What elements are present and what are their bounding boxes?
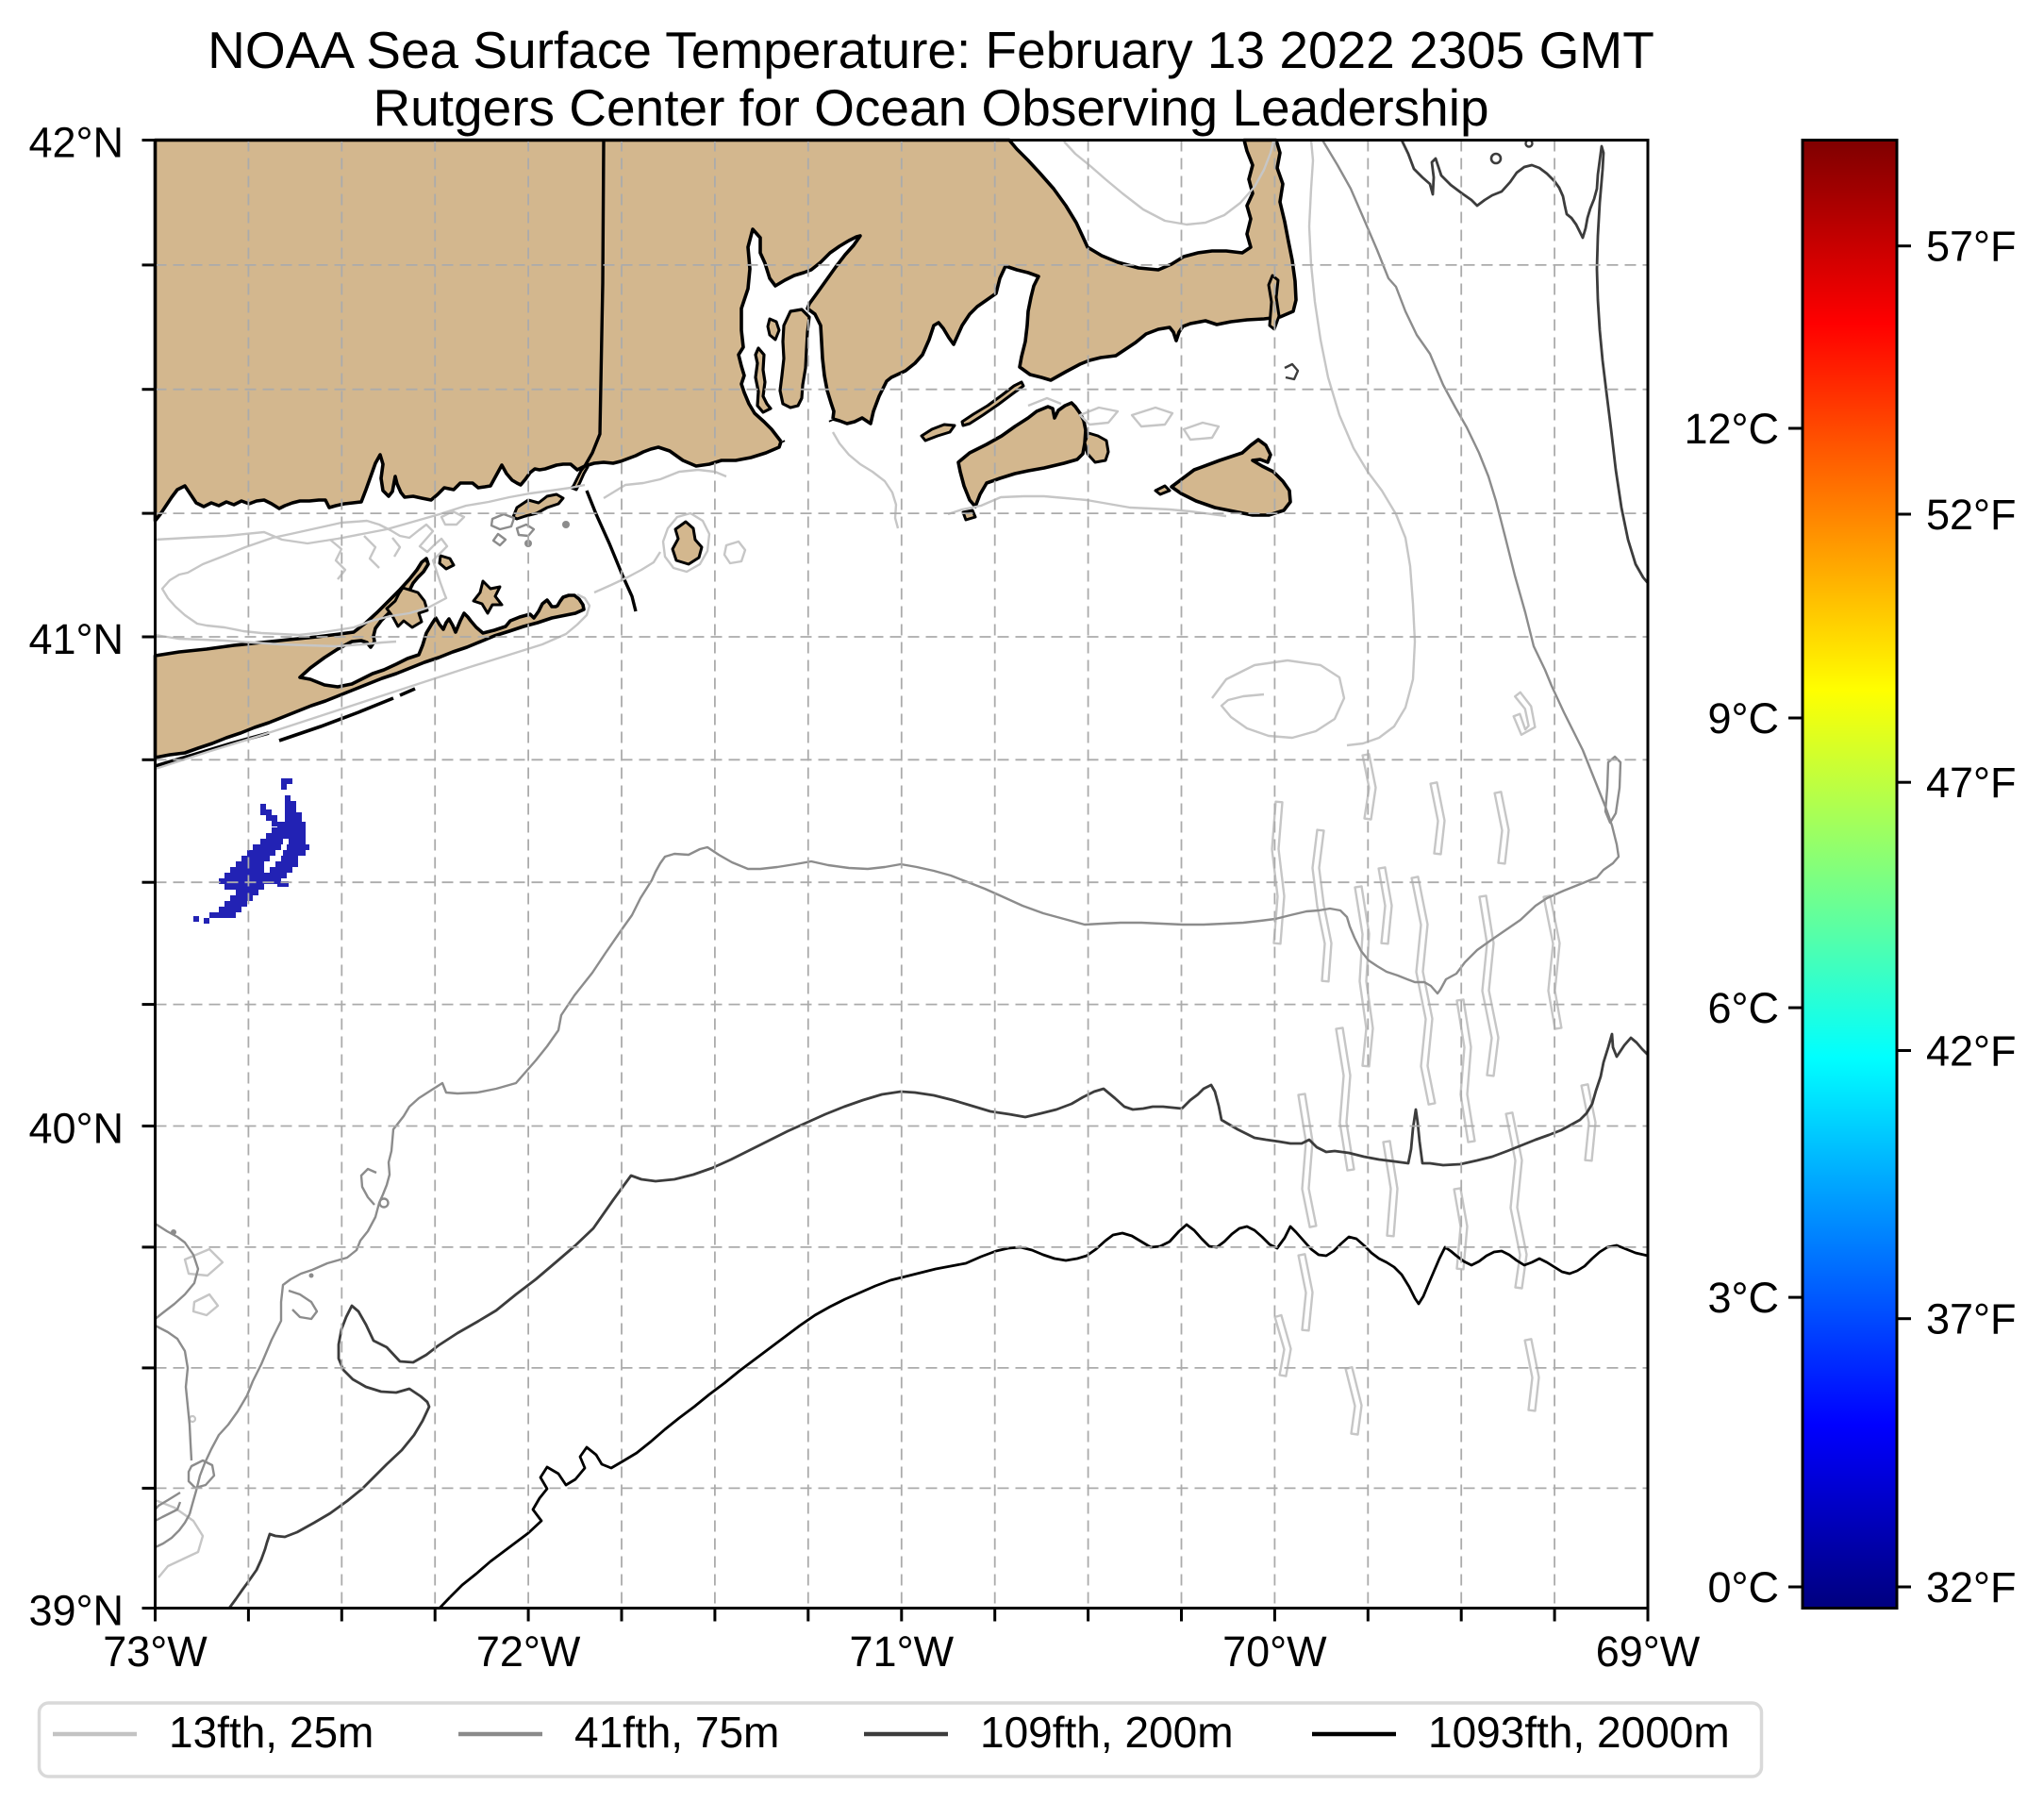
svg-text:37°F: 37°F bbox=[1926, 1295, 2017, 1343]
svg-text:109fth, 200m: 109fth, 200m bbox=[980, 1708, 1234, 1757]
svg-text:42°F: 42°F bbox=[1926, 1027, 2017, 1076]
svg-text:Rutgers Center for Ocean Obser: Rutgers Center for Ocean Observing Leade… bbox=[373, 78, 1488, 137]
svg-text:72°W: 72°W bbox=[476, 1627, 581, 1676]
svg-text:52°F: 52°F bbox=[1926, 491, 2017, 539]
svg-text:41°N: 41°N bbox=[28, 615, 124, 663]
svg-text:39°N: 39°N bbox=[28, 1587, 124, 1635]
svg-text:69°W: 69°W bbox=[1596, 1627, 1701, 1676]
svg-text:70°W: 70°W bbox=[1222, 1627, 1327, 1676]
svg-text:40°N: 40°N bbox=[28, 1105, 124, 1153]
svg-text:12°C: 12°C bbox=[1684, 405, 1779, 453]
svg-text:0°C: 0°C bbox=[1707, 1563, 1779, 1611]
svg-text:42°N: 42°N bbox=[28, 119, 124, 167]
svg-text:NOAA Sea Surface Temperature:: NOAA Sea Surface Temperature: February 1… bbox=[208, 21, 1654, 79]
svg-text:47°F: 47°F bbox=[1926, 759, 2017, 807]
svg-text:3°C: 3°C bbox=[1707, 1274, 1779, 1322]
svg-text:6°C: 6°C bbox=[1707, 984, 1779, 1032]
svg-text:57°F: 57°F bbox=[1926, 223, 2017, 271]
svg-text:9°C: 9°C bbox=[1707, 694, 1779, 742]
svg-text:1093fth, 2000m: 1093fth, 2000m bbox=[1428, 1708, 1730, 1757]
svg-text:73°W: 73°W bbox=[103, 1627, 208, 1676]
svg-text:32°F: 32°F bbox=[1926, 1563, 2017, 1611]
svg-text:71°W: 71°W bbox=[850, 1627, 955, 1676]
svg-text:13fth, 25m: 13fth, 25m bbox=[169, 1708, 374, 1757]
svg-text:41fth, 75m: 41fth, 75m bbox=[574, 1708, 779, 1757]
